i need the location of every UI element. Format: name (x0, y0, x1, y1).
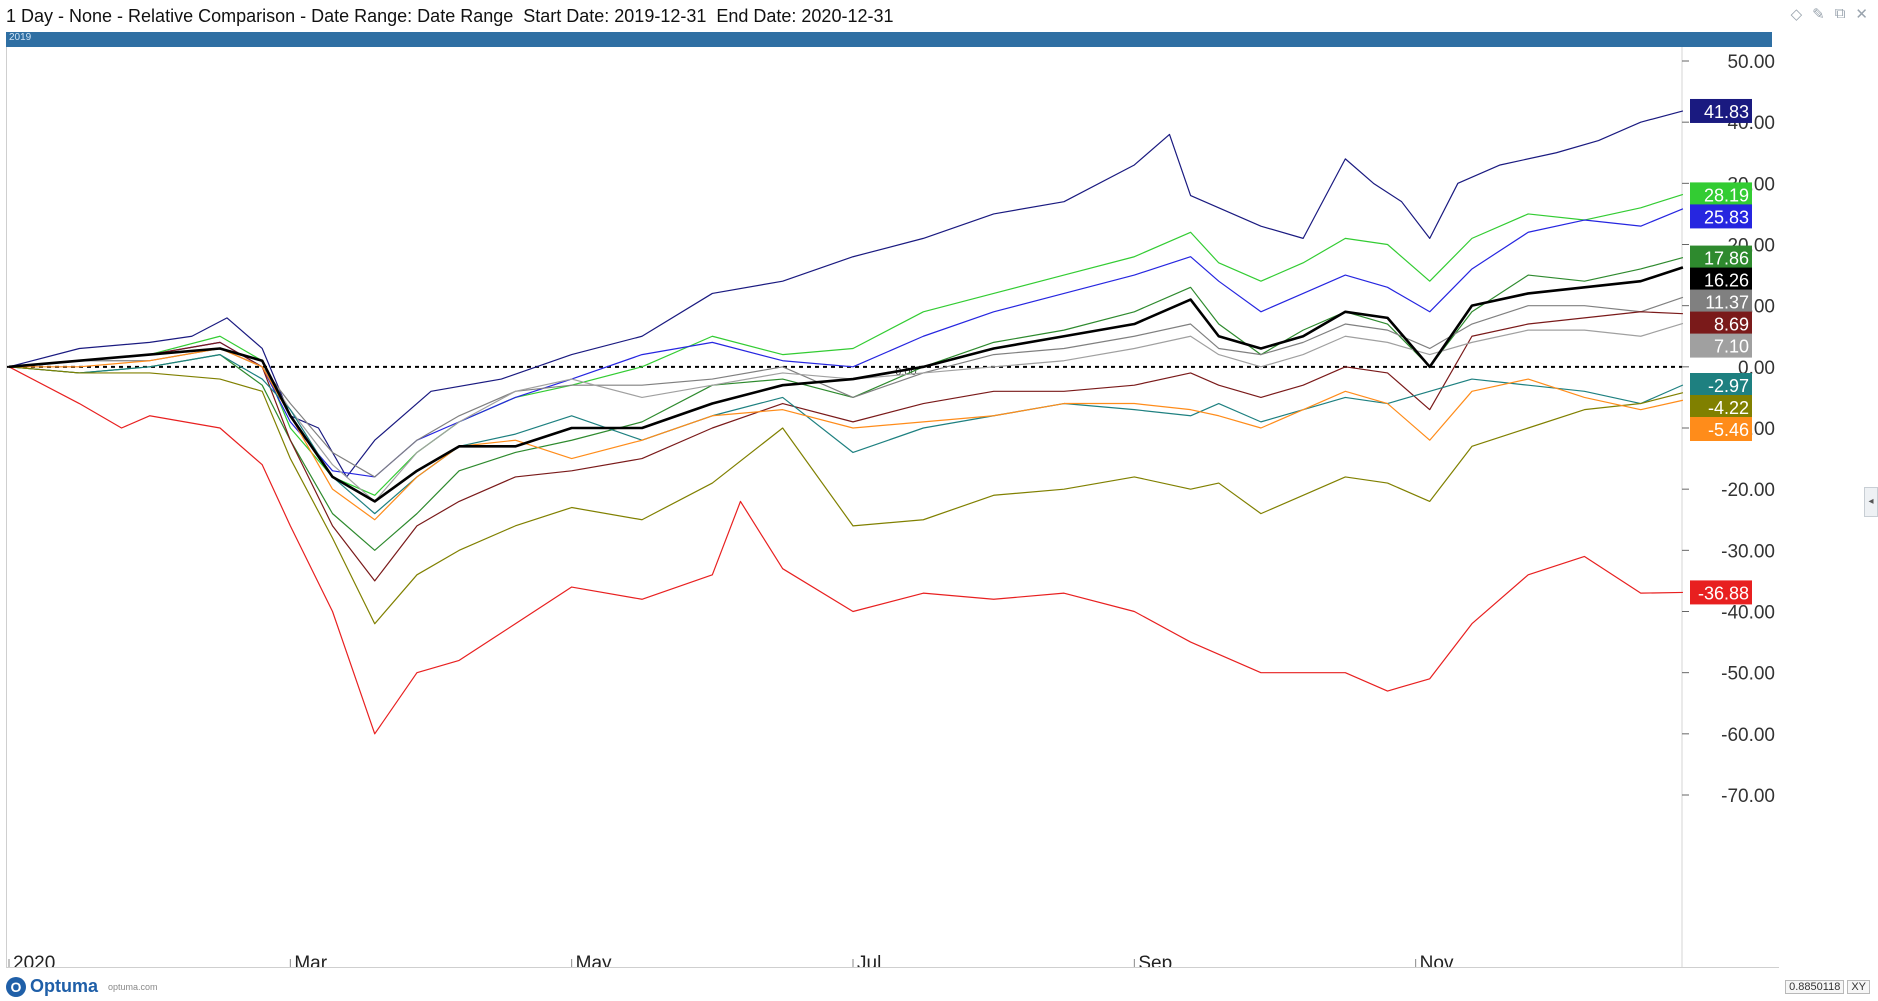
line-chart[interactable]: 50.0040.0030.0020.0010.000.00-10.00-20.0… (7, 47, 1779, 967)
x-tick-label: Nov (1420, 953, 1454, 967)
series-line-xlf (8, 366, 1684, 625)
value-label-xlf: -4.22 (1708, 398, 1749, 418)
x-tick-label: Jul (857, 953, 881, 967)
y-tick-label: -30.00 (1721, 541, 1775, 562)
logo-name: Optuma (30, 976, 99, 996)
value-label-xly: 28.19 (1704, 185, 1749, 205)
x-tick-label: 2020 (13, 953, 55, 967)
y-tick-label: 50.00 (1727, 52, 1775, 73)
x-tick-label: Sep (1138, 953, 1172, 967)
y-tick-label: -70.00 (1721, 786, 1775, 807)
close-icon[interactable]: ✕ (1855, 6, 1868, 23)
optuma-logo-icon: O (6, 976, 26, 997)
value-badge-xlu (1690, 372, 1752, 397)
x-tick-label: Mar (294, 953, 327, 967)
value-badge-xlb (1690, 245, 1752, 270)
value-label-xlk: 41.83 (1704, 102, 1749, 122)
series-line-spx (8, 266, 1684, 503)
series-line-xlu (8, 354, 1684, 515)
y-tick-label: -20.00 (1721, 480, 1775, 501)
value-badge-xly (1690, 182, 1752, 207)
side-panel-toggle[interactable]: ◂ (1864, 487, 1878, 517)
optuma-logo: O Optuma optuma.com (6, 976, 158, 997)
value-badge-xlf (1690, 394, 1752, 419)
status-bar: 0.8850118 XY (1785, 980, 1870, 994)
value-badge-spx (1690, 267, 1752, 292)
value-label-xlc: 25.83 (1704, 207, 1749, 227)
xy-mode-button[interactable]: XY (1847, 980, 1870, 994)
series-line-xlre (9, 347, 1684, 521)
series-line-xly (8, 193, 1684, 496)
value-badge-xlv (1690, 289, 1752, 314)
cursor-value: 0.8850118 (1785, 980, 1845, 994)
value-badge-xlp (1690, 333, 1752, 358)
value-badge-xlk (1690, 98, 1752, 123)
value-badge-xle (1690, 580, 1752, 605)
value-label-xlu: -2.97 (1708, 376, 1749, 396)
x-tick-label: May (576, 953, 612, 967)
value-label-xlb: 17.86 (1704, 249, 1749, 269)
chart-area[interactable]: 50.0040.0030.0020.0010.000.00-10.00-20.0… (6, 47, 1779, 968)
restore-icon[interactable]: ⧉ (1834, 5, 1846, 22)
value-label-xlp: 7.10 (1714, 337, 1749, 357)
value-badge-xlc (1690, 204, 1752, 229)
series-line-xle (8, 366, 1683, 735)
chart-title: 1 Day - None - Relative Comparison - Dat… (6, 6, 894, 26)
y-tick-label: -40.00 (1721, 603, 1775, 624)
y-tick-label: -60.00 (1721, 725, 1775, 746)
series-line-xlp (8, 322, 1684, 502)
value-label-spx: 16.26 (1704, 271, 1749, 291)
title-bar: 1 Day - None - Relative Comparison - Dat… (0, 0, 1878, 32)
series-line-xlb (8, 257, 1684, 551)
value-label-xlv: 11.37 (1705, 293, 1749, 313)
series-line-xlc (8, 208, 1684, 478)
series-line-xlk (8, 110, 1684, 478)
navigator-year-label: 2019 (9, 32, 32, 43)
date-navigator-bar[interactable]: 2019 (6, 32, 1772, 47)
series-line-xli (8, 311, 1683, 582)
value-badge-xli (1690, 311, 1752, 336)
value-label-xlre: -5.46 (1708, 420, 1749, 440)
logo-url: optuma.com (108, 981, 158, 992)
value-label-xle: -36.88 (1698, 583, 1749, 603)
value-label-xli: 8.69 (1714, 315, 1749, 335)
y-tick-label: -50.00 (1721, 664, 1775, 685)
window-controls: ◇ ✎ ⧉ ✕ (1791, 5, 1868, 23)
diamond-icon[interactable]: ◇ (1790, 6, 1803, 23)
series-line-xlv (8, 296, 1684, 478)
value-badge-xlre (1690, 416, 1752, 441)
pin-icon[interactable]: ✎ (1812, 6, 1825, 23)
